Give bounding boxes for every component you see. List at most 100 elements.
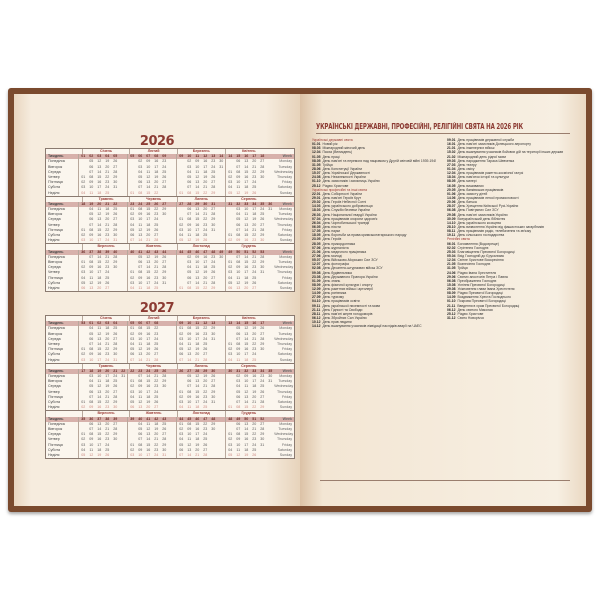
holiday-name: День Української Державності	[322, 171, 370, 176]
day-cell: 01	[179, 190, 184, 195]
holiday-date: 14.09	[312, 291, 321, 296]
weekday-label: Понеділок	[48, 159, 66, 164]
day-cell: 05	[130, 347, 135, 352]
month-days: 07 14 21 28	[176, 357, 225, 363]
holiday-name: Всеукраїнський день бібліотек	[457, 216, 506, 221]
day-cell: 26	[203, 442, 208, 447]
holiday-date: 21.11	[447, 303, 456, 308]
day-cell: 19	[97, 280, 102, 285]
weekday-label: Понеділок	[48, 421, 66, 426]
day-cell: 05	[187, 270, 192, 275]
month-days: 05 12 19 26	[225, 190, 274, 196]
month-days: 01 08 15 22 29	[176, 217, 225, 223]
day-cell: 03	[236, 379, 241, 384]
day-cell: 10	[138, 217, 143, 222]
holiday-date: 12.04	[447, 258, 456, 263]
day-cell: 12	[146, 174, 151, 179]
day-cell: 07	[89, 426, 94, 431]
day-cell: 13	[97, 336, 102, 341]
day-cell: 28	[203, 452, 208, 457]
holiday-date: 14.10	[447, 220, 456, 225]
day-cell: 26	[252, 280, 257, 285]
day-cell: 12	[195, 174, 200, 179]
day-cell: 28	[113, 169, 118, 174]
day-cell: 22	[105, 227, 110, 232]
weekday-label-en: Wednesday	[274, 432, 294, 437]
day-cell: 15	[244, 259, 249, 264]
day-cell: 15	[97, 174, 102, 179]
day-cell: 05	[138, 254, 143, 259]
day-cell: 27	[252, 285, 257, 290]
holiday-item: 28.10 День визволення України від фашистс…	[447, 225, 571, 229]
month-days: 07 14 21 28	[176, 212, 225, 218]
weekday-label: Понеділок	[48, 207, 66, 212]
day-cell: 11	[236, 357, 241, 362]
month-days: 07 14 21 28	[78, 394, 127, 400]
weekday-label: Вівторок	[48, 331, 63, 336]
day-cell: 23	[105, 437, 110, 442]
day-cell: 15	[244, 233, 249, 237]
holiday-name: День Служби безпеки України	[322, 208, 370, 213]
week-number: 24	[146, 368, 151, 373]
day-cell: 14	[146, 374, 151, 379]
month-days: 07 14 21 28	[225, 254, 274, 260]
month-days: 01 08 15 22 29	[176, 326, 225, 332]
holiday-item: 21.11 День Гідності та Свободи	[312, 308, 436, 312]
holiday-name: День піхоти	[322, 224, 341, 229]
day-cell: 27	[203, 447, 208, 452]
day-cell: 09	[187, 331, 192, 336]
day-cell: 18	[146, 394, 151, 399]
day-cell: 18	[105, 207, 110, 212]
week-number: 21	[105, 201, 110, 206]
week-number: 17	[260, 321, 265, 326]
month-days: 06 13 20 27	[225, 222, 274, 228]
month-weeks: 44 45 46 47 48	[176, 416, 225, 422]
week-number: 28	[195, 368, 200, 373]
month-weeks: 05 06 07 08 09	[127, 154, 176, 160]
day-cell: 16	[97, 405, 102, 410]
weekday-label-en: Thursday	[277, 437, 292, 442]
month-days: 01 08 15 22 29	[127, 379, 176, 385]
weekday-label-en: Friday	[282, 394, 292, 399]
weekday-label: Неділя	[48, 238, 60, 243]
week-numbers-row: Тиждень 01 02 03 04 05 05 06 07 08 09 09 10 11 12 13 14 1…	[46, 154, 294, 160]
day-cell: 02	[130, 275, 135, 280]
week-number: 50	[244, 416, 249, 421]
month-days: 05 12 19 26	[78, 159, 127, 165]
month-days: 06 13 20 27	[127, 180, 176, 186]
holiday-date: 27.06	[312, 253, 321, 258]
day-cell: 24	[252, 352, 257, 357]
day-cell: 12	[146, 254, 151, 259]
day-cell: 29	[113, 347, 118, 352]
month-days: 03 10 17 24 31	[176, 227, 225, 233]
weekday-label-en: Friday	[282, 442, 292, 447]
day-cell: 09	[89, 180, 94, 185]
day-cell: 16	[97, 180, 102, 185]
day-cell: 04	[81, 190, 86, 195]
day-cell: 20	[105, 421, 110, 426]
month-days: 02 09 16 23 30	[127, 275, 176, 281]
day-cell: 05	[179, 347, 184, 352]
day-cell: 15	[146, 270, 151, 275]
day-cell: 08	[187, 285, 192, 290]
day-cell: 18	[195, 437, 200, 442]
day-cell: 12	[138, 227, 143, 232]
holiday-name: День святого Миколая	[457, 307, 493, 312]
day-cell: 21	[105, 169, 110, 174]
month-days: 03 10 17 24 31	[176, 336, 225, 342]
week-number: 23	[130, 201, 135, 206]
week-number: 43	[162, 416, 167, 421]
month-name: Вересень	[81, 411, 130, 417]
day-cell: 24	[252, 442, 257, 447]
day-cell: 05	[130, 227, 135, 232]
day-cell	[217, 286, 225, 291]
weekday-label-en: Sunday	[279, 357, 292, 362]
day-cell	[217, 238, 225, 243]
day-cell: 07	[187, 185, 192, 190]
holiday-name: День Героїв Небесної Сотні	[322, 200, 367, 205]
day-cell: 14	[146, 437, 151, 442]
day-cell: 28	[162, 185, 167, 190]
month-days: 03 10 17 24	[176, 259, 225, 266]
holiday-item: 28.11 День пам'яті жертв голодоморів	[312, 312, 436, 316]
month-days: 07 14 21 28	[78, 254, 127, 260]
